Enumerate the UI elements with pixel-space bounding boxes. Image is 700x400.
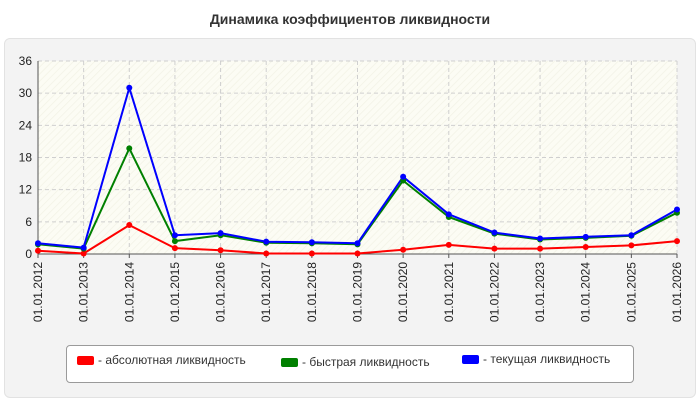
data-point-series-1	[263, 250, 270, 257]
legend-swatch	[462, 354, 479, 364]
data-point-series-2	[171, 238, 178, 245]
data-point-series-1	[582, 244, 589, 251]
x-tick-label: 01.01.2016	[214, 262, 228, 322]
legend-label: - абсолютная ликвидность	[98, 353, 246, 367]
y-tick-label: 6	[25, 215, 32, 229]
x-tick-label: 01.01.2018	[305, 262, 319, 322]
x-tick-label: 01.01.2017	[259, 262, 273, 322]
data-point-series-1	[674, 238, 680, 245]
x-tick-label: 01.01.2012	[31, 262, 45, 322]
data-point-series-1	[400, 246, 407, 253]
data-point-series-3	[80, 244, 87, 251]
data-point-series-3	[217, 230, 224, 237]
data-point-series-3	[537, 235, 544, 242]
x-tick-label: 01.01.2026	[670, 262, 684, 322]
data-point-series-1	[126, 222, 133, 229]
x-tick-label: 01.01.2022	[487, 262, 501, 322]
y-tick-label: 12	[19, 183, 33, 197]
data-point-series-1	[171, 245, 178, 252]
data-point-series-3	[354, 240, 361, 247]
x-tick-label: 01.01.2013	[77, 262, 91, 322]
legend-swatch	[77, 355, 94, 365]
data-point-series-1	[445, 241, 452, 248]
legend-item-2: - быстрая ликвидность	[281, 355, 430, 369]
y-tick-label: 30	[19, 86, 33, 100]
data-point-series-3	[582, 233, 589, 240]
chart-title: Динамика коэффициентов ликвидности	[209, 11, 491, 27]
data-point-series-2	[126, 145, 133, 152]
data-point-series-3	[308, 239, 315, 246]
x-tick-label: 01.01.2021	[442, 262, 456, 322]
x-tick-label: 01.01.2014	[122, 262, 136, 322]
legend-item-1: - абсолютная ликвидность	[77, 353, 246, 367]
data-point-series-3	[445, 211, 452, 218]
data-point-series-1	[80, 250, 87, 257]
x-tick-label: 01.01.2025	[624, 262, 638, 322]
x-tick-label: 01.01.2024	[579, 262, 593, 322]
y-tick-label: 0	[25, 247, 32, 261]
chart-legend: - абсолютная ликвидность - быстрая ликвид…	[66, 345, 634, 383]
legend-item-3: - текущая ликвидность	[462, 352, 610, 366]
x-tick-label: 01.01.2015	[168, 262, 182, 322]
data-point-series-3	[628, 232, 635, 239]
x-tick-label: 01.01.2019	[351, 262, 365, 322]
legend-label: - быстрая ликвидность	[302, 355, 430, 369]
data-point-series-1	[354, 250, 361, 257]
data-point-series-1	[35, 247, 41, 254]
x-tick-label: 01.01.2020	[396, 262, 410, 322]
x-tick-label: 01.01.2023	[533, 262, 547, 322]
data-point-series-3	[263, 238, 270, 245]
y-tick-label: 24	[19, 118, 33, 132]
data-point-series-3	[35, 240, 41, 247]
data-point-series-3	[491, 229, 498, 236]
legend-label: - текущая ликвидность	[483, 352, 611, 366]
y-tick-label: 18	[19, 151, 33, 165]
data-point-series-3	[400, 173, 407, 180]
data-point-series-1	[308, 250, 315, 257]
legend-swatch	[281, 357, 298, 367]
data-point-series-1	[537, 245, 544, 252]
data-point-series-3	[674, 206, 680, 213]
data-point-series-1	[628, 242, 635, 249]
data-point-series-1	[217, 247, 224, 254]
data-point-series-3	[126, 84, 133, 91]
data-point-series-3	[171, 232, 178, 239]
data-point-series-1	[491, 245, 498, 252]
y-tick-label: 36	[19, 54, 33, 68]
